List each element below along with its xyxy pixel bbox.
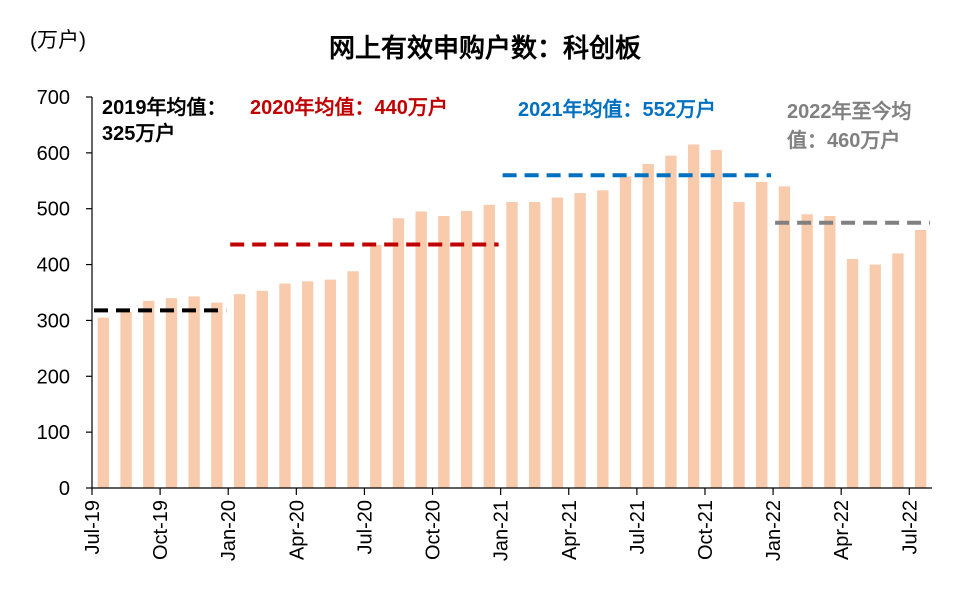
bar-2021-04 bbox=[574, 193, 586, 488]
bar-2021-11 bbox=[733, 202, 745, 488]
bar-2021-12 bbox=[756, 181, 768, 488]
bar-2019-12 bbox=[211, 302, 223, 488]
bar-2020-01 bbox=[233, 294, 246, 488]
x-tick-label: Jan-21 bbox=[491, 500, 513, 561]
y-tick-label: 700 bbox=[37, 87, 70, 109]
x-tick-label: Jul-21 bbox=[627, 500, 649, 554]
annotation-4-line-2: 值：460万户 bbox=[787, 128, 900, 152]
y-tick-label: 200 bbox=[37, 366, 70, 388]
annotation-2-line-1: 2020年均值：440万户 bbox=[250, 95, 448, 119]
annotation-3-line-1: 2021年均值：552万户 bbox=[518, 97, 716, 121]
bars bbox=[97, 144, 927, 489]
bar-2020-04 bbox=[302, 281, 314, 488]
bar-2020-11 bbox=[460, 210, 473, 488]
bar-2020-06 bbox=[347, 271, 359, 488]
bar-2021-01 bbox=[506, 202, 518, 488]
annotation-4-line-1: 2022年至今均 bbox=[787, 99, 912, 123]
bar-2020-02 bbox=[256, 290, 268, 488]
x-tick-label: Jul-19 bbox=[82, 500, 104, 554]
y-tick-label: 500 bbox=[37, 199, 70, 221]
x-tick-label: Apr-21 bbox=[559, 500, 581, 560]
bar-2021-05 bbox=[597, 190, 609, 488]
annotations: 2019年均值：325万户 2020年均值：440万户 2021年均值：552万户 2… bbox=[102, 95, 912, 152]
bar-2022-02 bbox=[801, 214, 813, 489]
bar-2019-10 bbox=[165, 298, 178, 488]
bar-2022-06 bbox=[892, 253, 904, 488]
bar-2020-09 bbox=[415, 211, 427, 488]
x-tick-label: Apr-20 bbox=[286, 500, 308, 560]
bar-2020-05 bbox=[324, 279, 337, 488]
bar-2019-07 bbox=[97, 317, 110, 488]
bar-2021-10 bbox=[710, 150, 722, 488]
bar-2022-03 bbox=[824, 215, 836, 489]
bar-2019-11 bbox=[188, 296, 200, 488]
x-tick-label: Oct-19 bbox=[150, 500, 172, 560]
annotation-1-line-1: 2019年均值： bbox=[102, 95, 227, 119]
bar-2020-03 bbox=[279, 283, 291, 488]
bar-2019-09 bbox=[143, 300, 155, 488]
x-tick-label: Jan-20 bbox=[218, 500, 240, 561]
average-lines bbox=[94, 173, 930, 313]
y-tick-label: 0 bbox=[59, 478, 70, 500]
bar-2020-12 bbox=[483, 204, 495, 489]
bar-2021-09 bbox=[687, 144, 700, 489]
x-tick-label: Jul-22 bbox=[899, 500, 921, 554]
x-tick-label: Oct-21 bbox=[695, 500, 717, 560]
bar-2020-07 bbox=[370, 245, 382, 488]
chart-title: 网上有效申购户数：科创板 bbox=[329, 33, 641, 63]
y-tick-label: 100 bbox=[37, 422, 70, 444]
bar-2019-08 bbox=[120, 312, 132, 488]
x-tick-label: Jul-20 bbox=[354, 500, 376, 554]
x-tick-label: Jan-22 bbox=[763, 500, 785, 561]
bar-2020-08 bbox=[392, 218, 405, 488]
bar-2020-10 bbox=[438, 215, 450, 489]
bar-2022-04 bbox=[846, 258, 859, 488]
bar-2022-05 bbox=[869, 264, 881, 488]
unit-label: (万户) bbox=[30, 29, 86, 52]
bar-2021-03 bbox=[551, 197, 564, 489]
bar-2021-02 bbox=[529, 202, 541, 488]
y-tick-label: 400 bbox=[37, 255, 70, 277]
bar-2022-01 bbox=[778, 186, 791, 488]
bar-2021-06 bbox=[619, 176, 632, 488]
axes: 0 100 200 300 400 500 600 700 Jul-19 Oct-19 Jan-20… bbox=[37, 87, 932, 561]
bar-2021-08 bbox=[665, 155, 677, 488]
y-tick-label: 600 bbox=[37, 143, 70, 165]
x-tick-label: Apr-22 bbox=[831, 500, 853, 560]
annotation-1-line-2: 325万户 bbox=[102, 121, 175, 145]
x-tick-label: Oct-20 bbox=[423, 500, 445, 560]
bar-2022-07 bbox=[914, 229, 927, 488]
bar-2021-07 bbox=[642, 164, 654, 488]
y-tick-label: 300 bbox=[37, 310, 70, 332]
